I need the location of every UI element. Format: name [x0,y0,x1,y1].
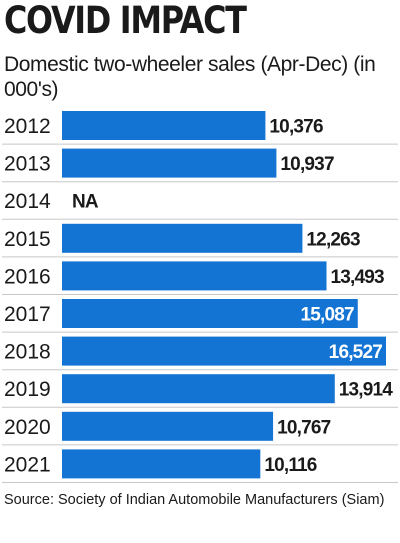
value-label: 15,087 [300,305,354,326]
year-label: 2013 [4,153,51,176]
bar [62,223,303,253]
year-label: 2021 [4,453,51,476]
value-label: 10,767 [277,417,331,438]
source-note: Source: Society of Indian Automobile Man… [4,492,385,508]
value-label: 10,937 [280,154,334,175]
bar [62,374,335,404]
bar [62,261,327,291]
value-label: 12,263 [306,229,360,250]
bar [62,449,261,479]
value-label: 10,376 [269,117,323,138]
value-label: 10,116 [264,455,316,476]
year-label: 2012 [4,115,51,138]
bar [62,148,277,178]
value-label: 16,527 [329,342,383,363]
bar [62,299,358,328]
chart-title: COVID IMPACT [4,0,247,42]
year-label: 2016 [4,265,51,288]
bar-chart: 2012 10,376 2013 10,937 2014 NA 2015 12,263 2016… [2,111,398,483]
bar [62,111,266,140]
value-label: NA [72,192,99,213]
bar [62,411,274,441]
year-label: 2020 [4,416,51,439]
year-label: 2019 [4,378,51,401]
year-label: 2017 [4,303,51,326]
year-label: 2014 [4,190,51,213]
year-label: 2018 [4,341,51,364]
bar [62,336,386,366]
chart-subtitle: Domestic two-wheeler sales (Apr-Dec) (in… [4,53,376,101]
year-label: 2015 [4,228,51,251]
value-label: 13,493 [331,267,385,288]
value-label: 13,914 [339,380,394,401]
